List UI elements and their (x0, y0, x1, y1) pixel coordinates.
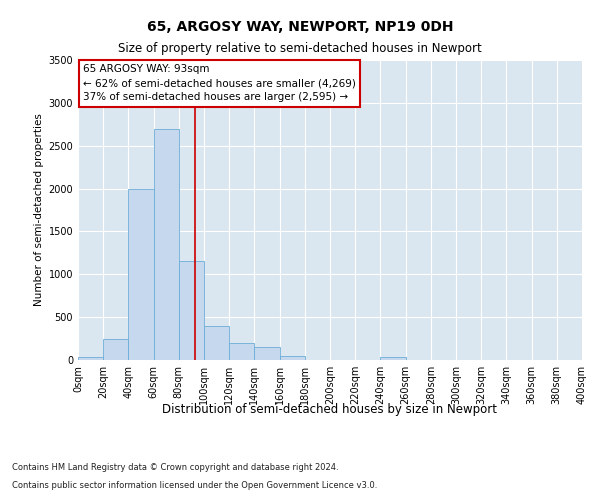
Text: 65 ARGOSY WAY: 93sqm
← 62% of semi-detached houses are smaller (4,269)
37% of se: 65 ARGOSY WAY: 93sqm ← 62% of semi-detac… (83, 64, 356, 102)
Bar (204, 326, 229, 360)
Text: Size of property relative to semi-detached houses in Newport: Size of property relative to semi-detach… (118, 42, 482, 55)
Bar (78, 356, 103, 360)
Bar (154, 128, 179, 360)
Bar (128, 188, 154, 360)
Bar (179, 262, 204, 360)
Bar (380, 358, 406, 360)
Bar (229, 343, 254, 360)
Bar (254, 347, 280, 360)
Text: 65, ARGOSY WAY, NEWPORT, NP19 0DH: 65, ARGOSY WAY, NEWPORT, NP19 0DH (147, 20, 453, 34)
Text: Distribution of semi-detached houses by size in Newport: Distribution of semi-detached houses by … (163, 402, 497, 415)
Y-axis label: Number of semi-detached properties: Number of semi-detached properties (34, 114, 44, 306)
Bar (103, 338, 128, 360)
Text: Contains public sector information licensed under the Open Government Licence v3: Contains public sector information licen… (12, 481, 377, 490)
Text: Contains HM Land Registry data © Crown copyright and database right 2024.: Contains HM Land Registry data © Crown c… (12, 464, 338, 472)
Bar (280, 356, 305, 360)
